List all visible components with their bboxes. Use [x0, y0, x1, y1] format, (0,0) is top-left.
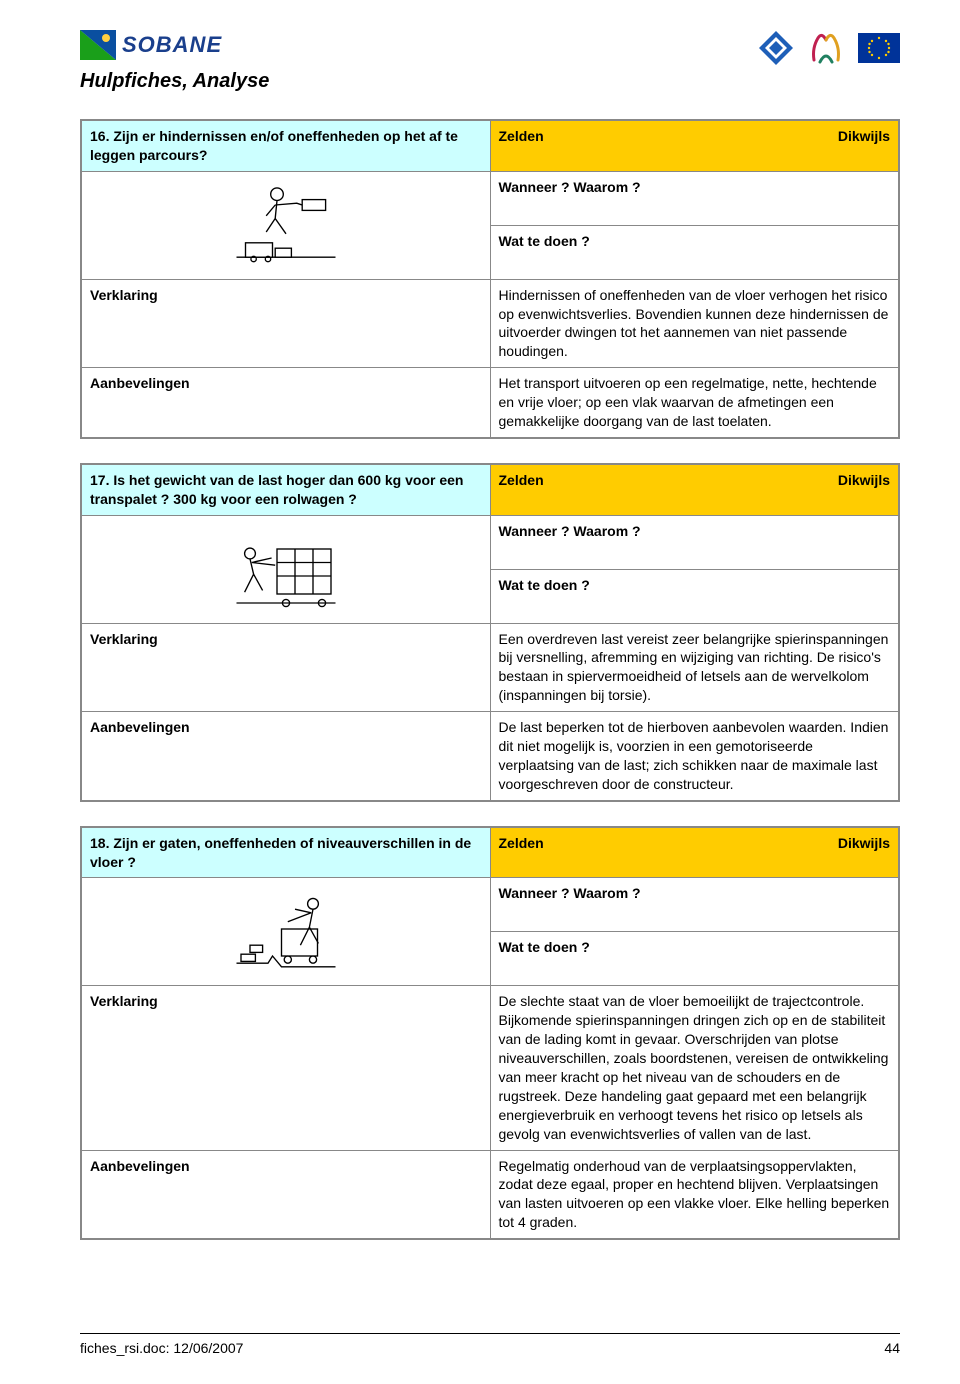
question-body: Zijn er gaten, oneffenheden of niveauver…	[90, 835, 471, 870]
question-text: 18. Zijn er gaten, oneffenheden of nivea…	[81, 827, 490, 878]
aanbevelingen-label: Aanbevelingen	[81, 1150, 490, 1239]
verklaring-text: Hindernissen of oneffenheden van de vloe…	[490, 279, 899, 368]
verklaring-text: Een overdreven last vereist zeer belangr…	[490, 623, 899, 712]
watdoen-prompt: Wat te doen ?	[490, 225, 899, 279]
footer-filename: fiches_rsi.doc: 12/06/2007	[80, 1340, 243, 1356]
scale-left: Zelden	[499, 471, 544, 490]
illustration-cell	[81, 171, 490, 279]
illustration-cell	[81, 878, 490, 986]
verklaring-label: Verklaring	[81, 279, 490, 368]
wanneer-prompt: Wanneer ? Waarom ?	[490, 171, 899, 225]
question-text: 16. Zijn er hindernissen en/of oneffenhe…	[81, 120, 490, 171]
brand-text: SOBANE	[122, 32, 222, 58]
verklaring-label: Verklaring	[81, 623, 490, 712]
question-number: 16.	[90, 128, 109, 144]
header: SOBANE	[80, 30, 900, 66]
aanbevelingen-text: Het transport uitvoeren op een regelmati…	[490, 368, 899, 438]
wanneer-prompt: Wanneer ? Waarom ?	[490, 878, 899, 932]
aanbevelingen-label: Aanbevelingen	[81, 368, 490, 438]
scale-right: Dikwijls	[838, 834, 890, 853]
watdoen-prompt: Wat te doen ?	[490, 932, 899, 986]
brand-logo: SOBANE	[80, 30, 222, 60]
page: SOBANE	[0, 0, 960, 1384]
aanbevelingen-label: Aanbevelingen	[81, 712, 490, 801]
question-body: Zijn er hindernissen en/of oneffenheden …	[90, 128, 458, 163]
verklaring-text: De slechte staat van de vloer bemoeilijk…	[490, 986, 899, 1150]
page-footer: fiches_rsi.doc: 12/06/2007 44	[80, 1333, 900, 1356]
question-number: 17.	[90, 472, 109, 488]
question-text: 17. Is het gewicht van de last hoger dan…	[81, 464, 490, 515]
frequency-scale: Zelden Dikwijls	[490, 827, 899, 878]
scale-right: Dikwijls	[838, 471, 890, 490]
frequency-scale: Zelden Dikwijls	[490, 120, 899, 171]
aanbevelingen-text: Regelmatig onderhoud van de verplaatsing…	[490, 1150, 899, 1239]
frequency-scale: Zelden Dikwijls	[490, 464, 899, 515]
aanbevelingen-text: De last beperken tot de hierboven aanbev…	[490, 712, 899, 801]
question-number: 18.	[90, 835, 109, 851]
eu-flag-icon	[858, 33, 900, 63]
question-block-16: 16. Zijn er hindernissen en/of oneffenhe…	[80, 119, 900, 439]
footer-page-number: 44	[884, 1340, 900, 1356]
watdoen-prompt: Wat te doen ?	[490, 569, 899, 623]
question-block-18: 18. Zijn er gaten, oneffenheden of nivea…	[80, 826, 900, 1240]
document-title: Hulpfiches, Analyse	[80, 70, 900, 93]
diamond-logo-icon	[758, 30, 794, 66]
question-body: Is het gewicht van de last hoger dan 600…	[90, 472, 463, 507]
verklaring-label: Verklaring	[81, 986, 490, 1150]
sobane-icon	[80, 30, 116, 60]
partner-logos	[758, 30, 900, 66]
hands-logo-icon	[808, 30, 844, 66]
scale-right: Dikwijls	[838, 127, 890, 146]
worker-pushing-heavy-load-icon	[226, 522, 346, 617]
scale-left: Zelden	[499, 834, 544, 853]
question-block-17: 17. Is het gewicht van de last hoger dan…	[80, 463, 900, 802]
scale-left: Zelden	[499, 127, 544, 146]
wanneer-prompt: Wanneer ? Waarom ?	[490, 515, 899, 569]
worker-tripping-icon	[226, 178, 346, 273]
illustration-cell	[81, 515, 490, 623]
worker-uneven-floor-icon	[226, 884, 346, 979]
